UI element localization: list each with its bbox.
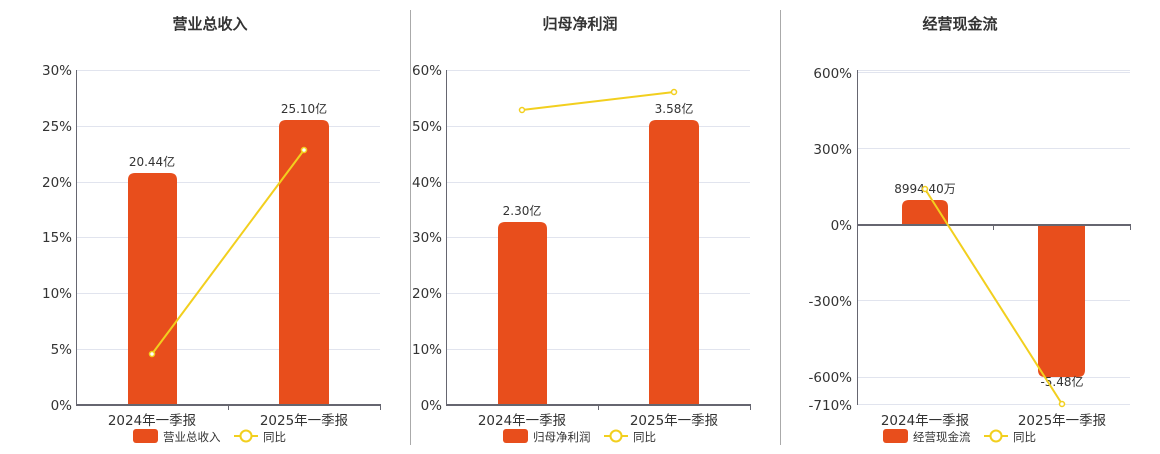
x-axis-label: 2024年一季报 [881,413,969,429]
legend[interactable]: 营业总收入 同比 [133,429,286,444]
legend-line-label[interactable]: 同比 [1013,430,1036,444]
yoy-point[interactable] [518,106,526,114]
panel-divider [410,10,411,445]
y-axis-labels: 60% 50% 40% 30% 20% 10% 0% [412,63,442,414]
chart-title: 归母净利润 [542,15,617,33]
svg-text:-600%: -600% [809,370,853,386]
bar-label: 20.44亿 [129,154,175,169]
bar-2025q1[interactable] [649,120,699,405]
x-axis-label: 2025年一季报 [630,413,718,429]
svg-text:20%: 20% [42,175,72,191]
chart-title: 经营现金流 [922,15,997,33]
legend-bar-swatch [503,429,528,443]
bar-label: 2.30亿 [503,203,542,218]
svg-text:40%: 40% [412,175,442,191]
x-axis-label: 2024年一季报 [108,413,196,429]
yoy-line[interactable] [521,91,675,111]
x-axis-label: 2025年一季报 [260,413,348,429]
svg-text:600%: 600% [813,66,852,82]
legend-bar-swatch [883,429,908,443]
panel-divider [780,10,781,445]
svg-text:25%: 25% [42,119,72,135]
gridlines [447,70,750,350]
chart-panel-operating-cashflow: 经营现金流 600% 300% 0% -300% -600% -710% 899… [780,0,1160,450]
y-axis-labels: 600% 300% 0% -300% -600% -710% [809,66,853,414]
revenue-chart: 营业总收入 30% 25% 20% 15% 10% 5% 0% 20.44亿 2… [42,15,381,444]
svg-text:0%: 0% [831,218,853,234]
svg-text:30%: 30% [412,230,442,246]
svg-text:0%: 0% [421,398,443,414]
legend-line-icon [989,429,1003,443]
bar-label: 25.10亿 [281,101,327,116]
yoy-point[interactable] [1058,400,1066,408]
svg-text:5%: 5% [51,342,73,358]
svg-text:20%: 20% [412,286,442,302]
legend-bar-label[interactable]: 营业总收入 [163,430,221,444]
x-axis-label: 2025年一季报 [1018,413,1106,429]
yoy-point[interactable] [300,146,308,154]
chart-panel-revenue: 营业总收入 30% 25% 20% 15% 10% 5% 0% 20.44亿 2… [0,0,400,450]
y-axis-labels: 30% 25% 20% 15% 10% 5% 0% [42,63,72,414]
svg-text:0%: 0% [51,398,73,414]
legend-bar-swatch [133,429,158,443]
legend[interactable]: 归母净利润 同比 [503,429,656,444]
gridlines [858,70,1130,405]
svg-text:15%: 15% [42,230,72,246]
bar-label: 3.58亿 [655,101,694,116]
yoy-point[interactable] [670,88,678,96]
bar-2024q1[interactable] [128,173,177,405]
yoy-line[interactable] [924,188,1063,405]
legend-bar-label[interactable]: 归母净利润 [533,430,591,444]
legend-line-label[interactable]: 同比 [263,430,286,444]
svg-text:-710%: -710% [809,398,853,414]
svg-text:10%: 10% [42,286,72,302]
svg-text:10%: 10% [412,342,442,358]
operating-cashflow-chart: 经营现金流 600% 300% 0% -300% -600% -710% 899… [809,15,1131,444]
chart-panel-net-profit: 归母净利润 60% 50% 40% 30% 20% 10% 0% 2.30亿 3… [370,0,770,450]
yoy-line[interactable] [151,149,305,355]
chart-title: 营业总收入 [172,15,247,33]
legend-line-icon [239,429,253,443]
svg-text:300%: 300% [813,142,852,158]
x-axis-label: 2024年一季报 [478,413,566,429]
bar-2024q1[interactable] [498,222,547,405]
legend-bar-label[interactable]: 经营现金流 [913,430,971,444]
svg-text:-300%: -300% [809,294,853,310]
legend-line-label[interactable]: 同比 [633,430,656,444]
legend[interactable]: 经营现金流 同比 [883,429,1036,444]
net-profit-chart: 归母净利润 60% 50% 40% 30% 20% 10% 0% 2.30亿 3… [412,15,751,444]
yoy-point[interactable] [921,185,929,193]
svg-text:60%: 60% [412,63,442,79]
svg-text:50%: 50% [412,119,442,135]
yoy-point[interactable] [148,350,156,358]
gridlines [77,70,380,350]
bar-2025q1[interactable] [279,120,329,405]
svg-text:30%: 30% [42,63,72,79]
legend-line-icon [609,429,623,443]
bar-2025q1[interactable] [1038,225,1085,377]
